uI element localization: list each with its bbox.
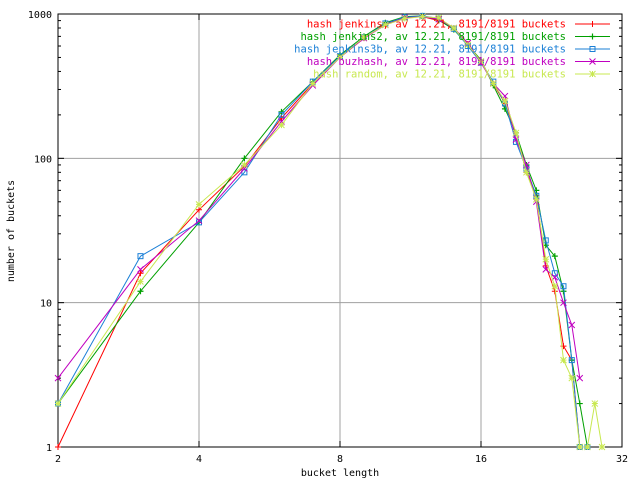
x-tick-label: 4 xyxy=(196,454,202,465)
data-point xyxy=(309,80,317,87)
data-point xyxy=(560,299,567,307)
y-tick-label: 10 xyxy=(40,299,52,310)
data-point xyxy=(591,400,599,407)
data-point xyxy=(137,288,144,295)
data-point xyxy=(54,400,62,407)
data-point xyxy=(568,321,576,329)
data-point xyxy=(195,217,203,225)
data-point xyxy=(551,253,558,260)
data-point xyxy=(137,270,144,277)
y-axis-label: number of buckets xyxy=(6,180,17,282)
legend-label: hash jenkins2, av 12.21, 8191/8191 bucke… xyxy=(300,31,566,43)
data-point xyxy=(560,283,567,290)
legend-label: hash jenkins, av 12.21, 8191/8191 bucket… xyxy=(307,19,566,31)
legend-marker xyxy=(589,70,596,78)
y-tick-label: 100 xyxy=(34,154,52,165)
series-line xyxy=(57,15,588,448)
data-point xyxy=(501,97,509,105)
data-point xyxy=(241,169,248,176)
data-point xyxy=(278,111,285,118)
data-point xyxy=(336,54,344,61)
data-point xyxy=(551,270,558,277)
data-point xyxy=(542,266,550,273)
legend-marker xyxy=(589,21,596,27)
data-point xyxy=(464,41,472,49)
data-point xyxy=(560,356,567,364)
legend-marker xyxy=(589,33,596,40)
data-point xyxy=(576,400,583,407)
legend-marker xyxy=(589,58,596,65)
data-point xyxy=(137,278,144,285)
legend: hash jenkins, av 12.21, 8191/8191 bucket… xyxy=(294,19,610,81)
y-tick-label: 1 xyxy=(46,443,52,454)
data-point xyxy=(598,443,606,451)
data-point xyxy=(576,374,584,382)
data-point xyxy=(137,253,144,260)
data-point xyxy=(584,443,591,451)
x-tick-label: 16 xyxy=(475,454,487,465)
data-point xyxy=(419,13,426,20)
data-point xyxy=(360,33,368,41)
data-point xyxy=(278,108,285,115)
data-point xyxy=(196,206,202,213)
data-point xyxy=(278,121,285,129)
data-point xyxy=(450,24,458,32)
series-layer xyxy=(54,12,606,451)
data-point xyxy=(195,200,203,208)
x-axis-label: bucket length xyxy=(301,468,379,479)
x-tick-label: 32 xyxy=(616,454,628,465)
data-point xyxy=(523,168,530,176)
data-point xyxy=(568,357,575,364)
data-point xyxy=(551,282,559,290)
legend-label: hash random, av 12.21, 8191/8191 buckets xyxy=(313,69,566,81)
x-tick-label: 2 xyxy=(55,454,61,465)
data-point xyxy=(382,21,389,29)
data-point xyxy=(401,15,409,22)
grid xyxy=(58,14,622,447)
data-point xyxy=(576,443,584,451)
data-point xyxy=(489,80,497,87)
data-point xyxy=(435,14,443,22)
x-tick-label: 8 xyxy=(337,454,343,465)
data-point xyxy=(542,255,550,263)
data-point xyxy=(532,195,540,203)
data-point xyxy=(477,57,485,65)
data-point xyxy=(55,444,61,450)
data-point xyxy=(54,374,62,382)
legend-label: hash buzhash, av 12.21, 8191/8191 bucket… xyxy=(307,56,566,68)
y-tick-label: 1000 xyxy=(28,10,52,21)
legend-marker xyxy=(589,46,596,52)
data-point xyxy=(512,129,520,137)
series-5 xyxy=(54,13,606,451)
series-line xyxy=(57,16,603,448)
legend-label: hash jenkins3b, av 12.21, 8191/8191 buck… xyxy=(294,44,566,56)
data-point xyxy=(137,266,144,273)
data-point xyxy=(241,155,248,162)
data-point xyxy=(568,374,576,382)
data-point xyxy=(241,161,248,169)
axis-ticks: 2 4 8 16 32 1 10 100 1000 xyxy=(28,10,628,465)
